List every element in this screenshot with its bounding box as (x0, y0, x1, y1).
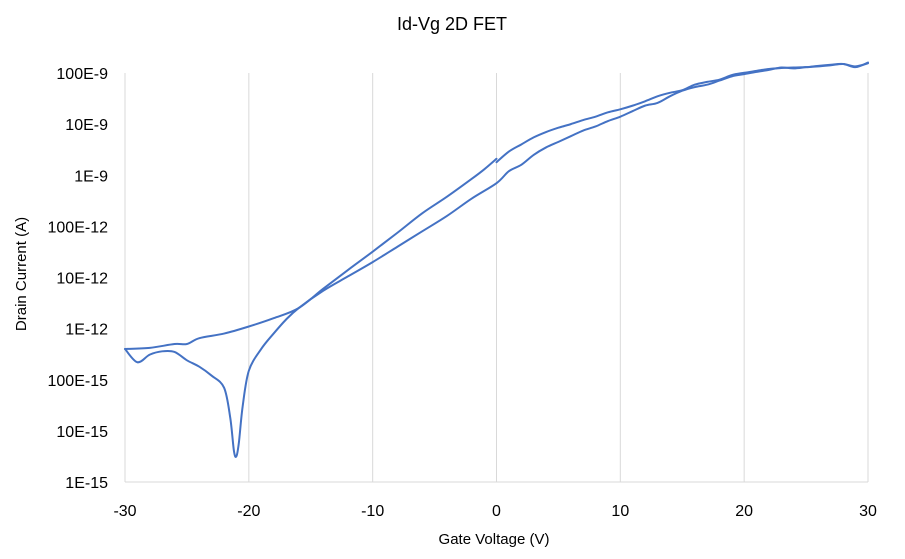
y-tick-label: 100E-15 (48, 373, 109, 390)
y-tick-label: 10E-9 (65, 117, 108, 134)
x-tick-label: -30 (113, 503, 136, 520)
x-axis-title: Gate Voltage (V) (439, 531, 550, 548)
y-tick-label: 1E-12 (65, 322, 108, 339)
gridlines (124, 73, 869, 482)
x-tick-label: -20 (237, 503, 260, 520)
x-tick-label: 10 (611, 503, 629, 520)
y-tick-label: 100E-9 (56, 66, 108, 83)
data-series (124, 61, 869, 458)
y-tick-label: 1E-9 (74, 168, 108, 185)
series-line-3 (495, 62, 869, 164)
x-tick-label: 0 (492, 503, 501, 520)
axes (124, 73, 868, 483)
y-tick-label: 10E-12 (56, 271, 108, 288)
x-tick-label: 20 (735, 503, 753, 520)
tick-labels: -30 -20 -10 0 10 20 30 1E-15 10E-15 100E-15 1E-12 1… (48, 66, 878, 520)
x-tick-label: 30 (859, 503, 877, 520)
y-axis-title: Drain Current (A) (13, 217, 30, 331)
y-tick-label: 1E-15 (65, 475, 108, 492)
x-tick-label: -10 (361, 503, 384, 520)
chart-title: Id-Vg 2D FET (397, 14, 507, 34)
y-tick-label: 10E-15 (56, 424, 108, 441)
series-line-2 (124, 157, 498, 350)
y-tick-label: 100E-12 (48, 219, 109, 236)
series-line-1 (124, 61, 869, 458)
